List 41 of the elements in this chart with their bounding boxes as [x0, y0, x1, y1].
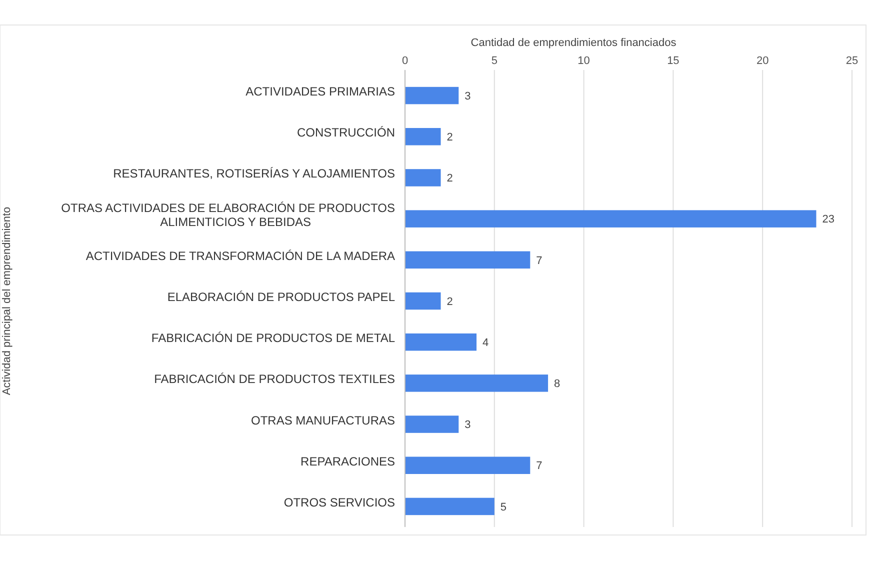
data-label: 5	[500, 501, 507, 514]
x-tick-label: 25	[846, 55, 858, 67]
data-label: 2	[446, 131, 453, 144]
x-tick-label: 20	[756, 55, 769, 67]
bar	[405, 251, 530, 269]
bar	[405, 374, 548, 392]
bar	[405, 292, 441, 310]
data-label: 7	[536, 460, 542, 472]
data-label: 2	[446, 172, 453, 185]
x-tick-label: 5	[491, 55, 498, 67]
y-tick-label: FABRICACIÓN DE PRODUCTOS DE METAL	[151, 331, 396, 346]
bar	[405, 128, 441, 146]
y-tick-label: ACTIVIDADES DE TRANSFORMACIÓN DE LA MADERA	[86, 248, 395, 263]
y-tick-label: OTRAS ACTIVIDADES DE ELABORACIÓN DE PRODUCTOS ALIMENTICIOS Y BEBIDAS	[61, 200, 395, 229]
y-tick-label: OTROS SERVICIOS	[284, 495, 395, 510]
x-tick-label: 15	[667, 55, 680, 67]
data-label: 23	[822, 214, 834, 226]
y-tick-label: CONSTRUCCIÓN	[297, 126, 395, 140]
x-tick-label: 10	[578, 55, 590, 67]
y-tick-label: ACTIVIDADES PRIMARIAS	[246, 84, 395, 99]
bar	[405, 86, 459, 104]
y-tick-label: REPARACIONES	[300, 454, 395, 468]
y-tick-label: FABRICACIÓN DE PRODUCTOS TEXTILES	[154, 372, 395, 386]
bar	[405, 416, 459, 433]
y-tick-label: RESTAURANTES, ROTISERÍAS Y ALOJAMIENTOS	[113, 166, 395, 181]
y-tick-label: ELABORACIÓN DE PRODUCTOS PAPEL	[167, 290, 396, 304]
bar	[405, 333, 477, 351]
bar	[405, 210, 816, 228]
data-label: 4	[482, 336, 489, 349]
x-axis-title: Cantidad de emprendimientos financiados	[470, 37, 677, 49]
data-label: 8	[554, 378, 560, 390]
data-label: 7	[536, 254, 542, 267]
y-axis-title: Actividad principal del emprendimiento	[1, 206, 13, 396]
data-label: 2	[446, 296, 453, 308]
bar	[405, 456, 530, 474]
data-label: 3	[464, 419, 471, 432]
x-tick-label: 0	[402, 55, 408, 67]
bar	[405, 169, 441, 186]
bar	[405, 498, 494, 516]
y-tick-label: OTRAS MANUFACTURAS	[250, 413, 395, 428]
data-label: 3	[464, 90, 471, 102]
